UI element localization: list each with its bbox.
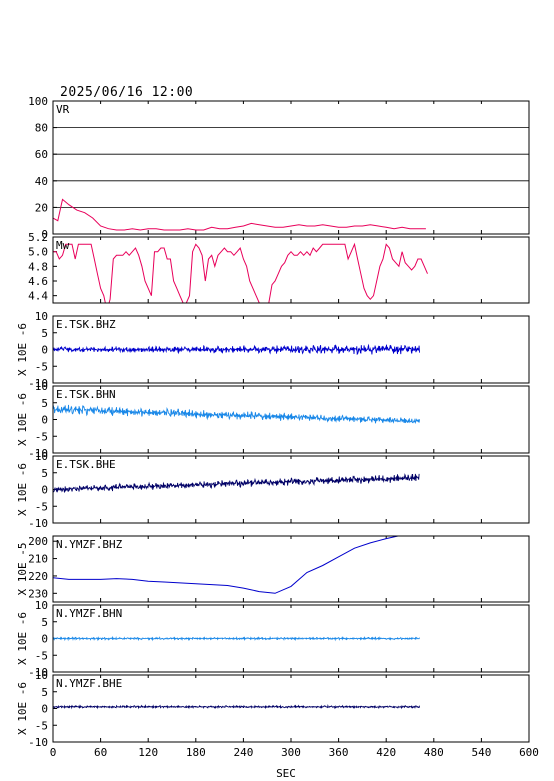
panel-frame — [52, 604, 530, 673]
panel-ymzf_bhn: -10 -5 0 5 10 N.YMZF.BHN X 10E -6 — [16, 599, 530, 679]
y-tick-label: 0 — [41, 633, 48, 646]
y-tick-label: 5 — [41, 327, 48, 340]
series-line-mw — [53, 242, 428, 303]
y-tick-label: 5 — [41, 616, 48, 629]
y-tick-label: 20 — [35, 201, 48, 214]
series-name: Mw — [56, 239, 70, 252]
y-tick-label: 0 — [41, 414, 48, 427]
panel-ymzf_bhz: 230 220 210 200 N.YMZF.BHZ X 10E -5 — [16, 535, 530, 603]
x-tick-label: 180 — [186, 746, 206, 759]
y-tick-label: 220 — [28, 570, 48, 583]
y-tick-label: 5 — [41, 686, 48, 699]
panel-frame — [52, 385, 530, 454]
y-tick-label: 5.2 — [28, 231, 48, 244]
series-line-bhn — [53, 404, 420, 425]
series-line-ymzf_bhz — [53, 536, 401, 594]
y-tick-label: -5 — [35, 500, 48, 513]
x-tick-label: 360 — [329, 746, 349, 759]
series-name: E.TSK.BHZ — [56, 318, 116, 331]
y-tick-label: 60 — [35, 148, 48, 161]
panel-frame — [52, 315, 530, 384]
x-tick-label: 480 — [424, 746, 444, 759]
y-tick-label: -10 — [28, 377, 48, 390]
panel-bhn: -10 -5 0 5 10 E.TSK.BHN X 10E -6 — [16, 380, 530, 460]
series-line-ymzf_bhe — [53, 703, 420, 710]
y-tick-label: 210 — [28, 553, 48, 566]
y-tick-label: 5 — [41, 467, 48, 480]
x-tick-label: 240 — [233, 746, 253, 759]
y-tick-label: 40 — [35, 175, 48, 188]
y-tick-label: 10 — [35, 669, 48, 682]
y-tick-label: 10 — [35, 599, 48, 612]
x-tick-label: 120 — [138, 746, 158, 759]
x-tick-label: 600 — [519, 746, 539, 759]
y-axis-label: X 10E -6 — [16, 612, 29, 665]
x-axis-label: SEC — [276, 767, 296, 780]
y-tick-label: 100 — [28, 95, 48, 108]
x-tick-label: 0 — [50, 746, 57, 759]
y-tick-label: 5.0 — [28, 246, 48, 259]
y-tick-label: 10 — [35, 380, 48, 393]
panel-bhe: -10 -5 0 5 10 E.TSK.BHE X 10E -6 — [16, 450, 530, 530]
series-name: N.YMZF.BHE — [56, 677, 122, 690]
x-tick-label: 300 — [281, 746, 301, 759]
panel-frame — [52, 455, 530, 524]
y-tick-label: -5 — [35, 649, 48, 662]
y-tick-label: 0 — [41, 228, 48, 241]
series-line-bhz — [53, 343, 420, 356]
y-tick-label: -10 — [28, 736, 48, 749]
y-tick-label: 230 — [28, 587, 48, 600]
x-tick-label: 60 — [94, 746, 107, 759]
series-name: N.YMZF.BHZ — [56, 538, 123, 551]
y-tick-label: 200 — [28, 535, 48, 548]
series-line-ymzf_bhn — [53, 635, 420, 642]
panel-bhz: -10 -5 0 5 10 E.TSK.BHZ X 10E -6 — [16, 310, 530, 390]
y-tick-label: 4.4 — [28, 290, 48, 303]
y-tick-label: 5 — [41, 397, 48, 410]
x-tick-label: 420 — [376, 746, 396, 759]
y-axis-label: X 10E -5 — [16, 543, 29, 596]
y-tick-label: 0 — [41, 484, 48, 497]
panel-frame — [52, 674, 530, 743]
y-tick-label: -5 — [35, 360, 48, 373]
x-tick-label: 540 — [471, 746, 491, 759]
panel-mw: 4.4 4.6 4.85.0 5.2 Mw — [28, 231, 530, 304]
y-tick-label: 10 — [35, 310, 48, 323]
series-name: N.YMZF.BHN — [56, 607, 122, 620]
y-tick-label: 4.8 — [28, 260, 48, 273]
y-tick-label: 4.6 — [28, 275, 48, 288]
y-axis-label: X 10E -6 — [16, 682, 29, 735]
y-tick-label: 0 — [41, 703, 48, 716]
series-line-bhe — [53, 473, 420, 494]
y-tick-label: -5 — [35, 719, 48, 732]
panel-frame — [52, 236, 530, 304]
series-name: E.TSK.BHE — [56, 458, 116, 471]
series-line-vr — [53, 198, 426, 231]
y-tick-label: -5 — [35, 430, 48, 443]
y-tick-label: 80 — [35, 122, 48, 135]
y-tick-label: 10 — [35, 450, 48, 463]
series-name: VR — [56, 103, 70, 116]
y-tick-label: -10 — [28, 666, 48, 679]
y-axis-label: X 10E -6 — [16, 323, 29, 376]
y-tick-label: -10 — [28, 517, 48, 530]
timestamp-title: 2025/06/16 12:00 — [60, 85, 194, 100]
panel-vr: 0 20 40 60 80 100 VR — [28, 95, 530, 241]
panel-frame — [52, 100, 530, 235]
y-axis-label: X 10E -6 — [16, 393, 29, 446]
y-axis-label: X 10E -6 — [16, 463, 29, 516]
y-tick-label: 0 — [41, 344, 48, 357]
series-name: E.TSK.BHN — [56, 388, 116, 401]
panel-ymzf_bhe: -10 -5 0 5 10 N.YMZF.BHE X 10E -6 — [16, 669, 530, 749]
panel-frame — [52, 535, 530, 603]
y-tick-label: -10 — [28, 447, 48, 460]
